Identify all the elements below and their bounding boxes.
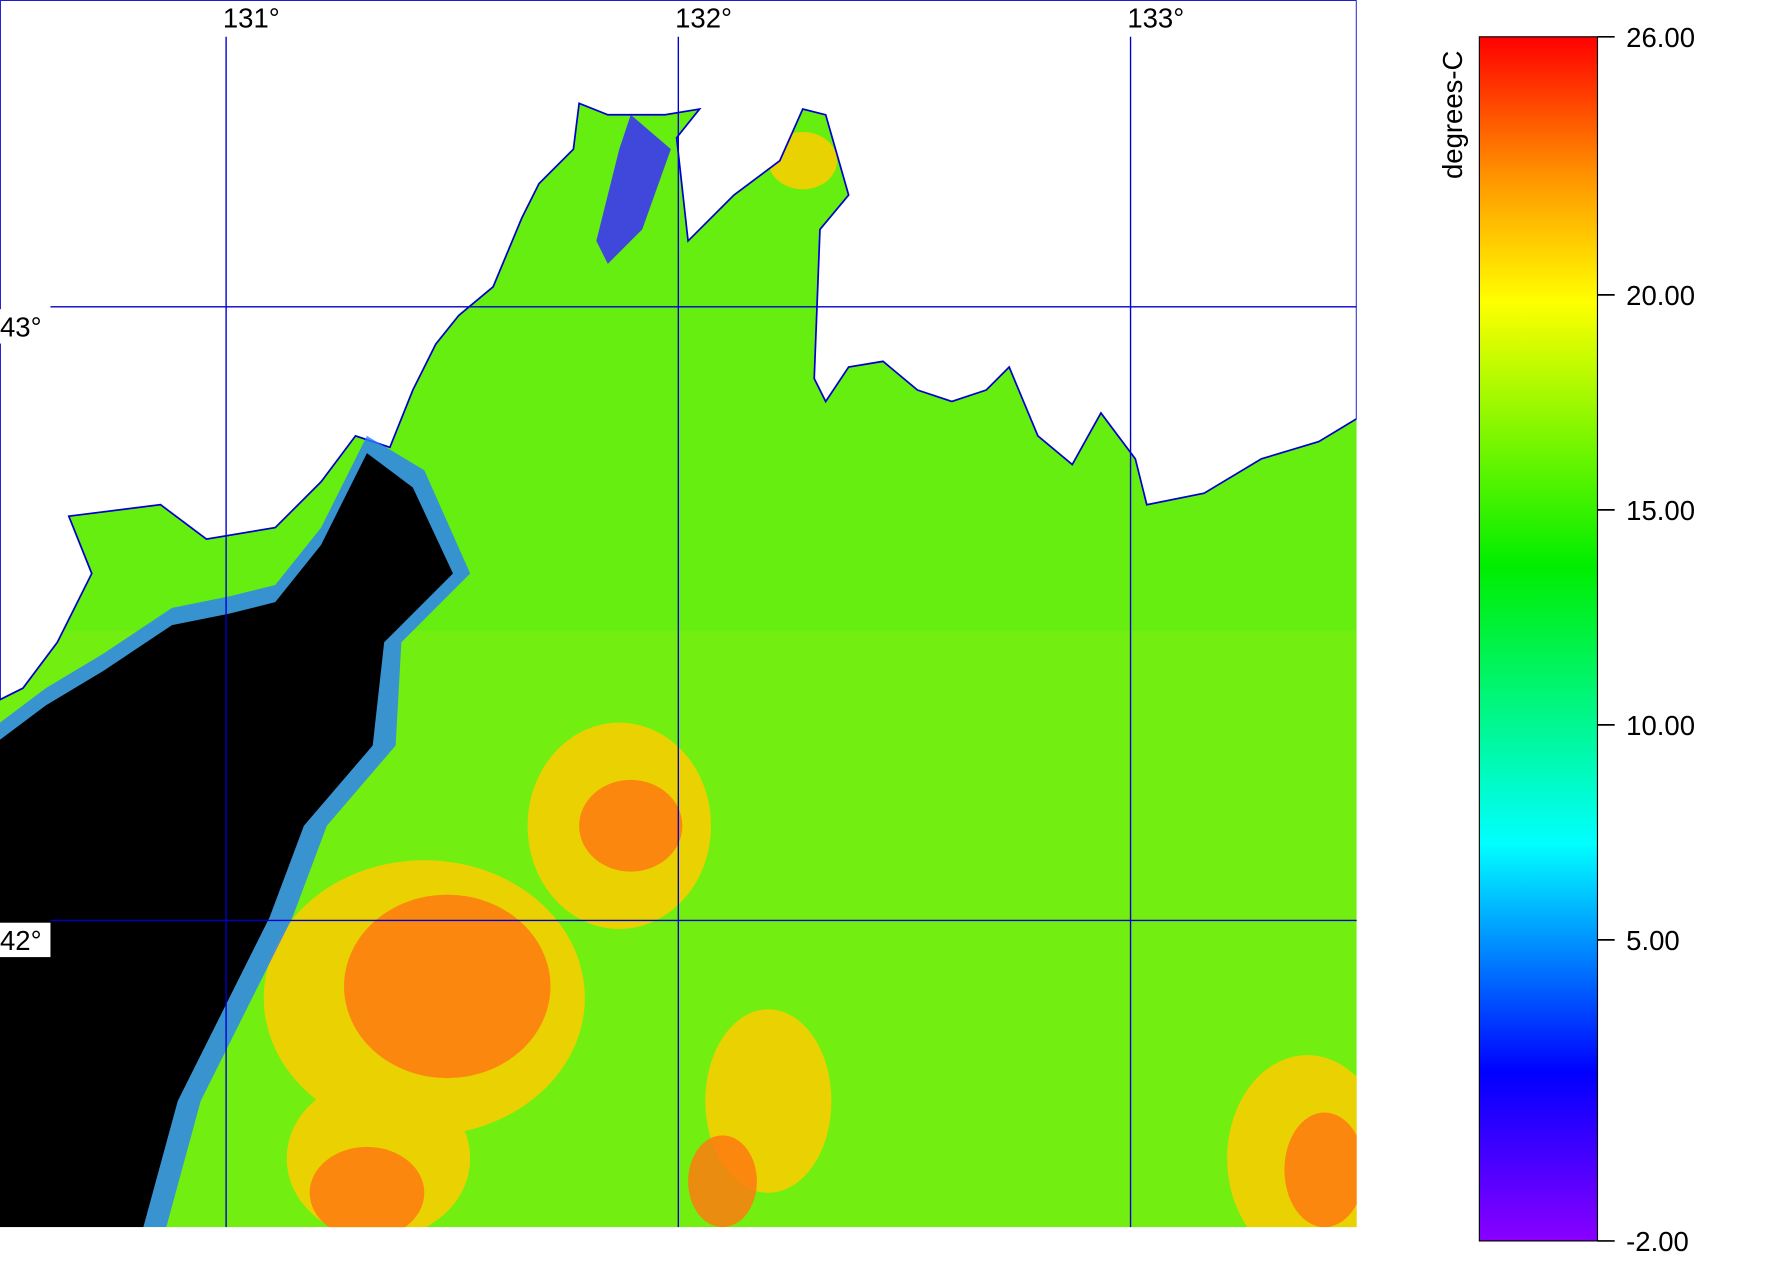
graticule: 131° 132° 133° 43° 42° xyxy=(0,3,1357,1228)
land-north xyxy=(0,0,1357,701)
cold-band xyxy=(596,114,671,264)
lat-label: 43° xyxy=(0,312,42,343)
colorbar-tick-label: -2.00 xyxy=(1626,1226,1689,1257)
colorbar-label: degrees-C xyxy=(1437,51,1468,179)
colorbar-tick-label: 20.00 xyxy=(1626,280,1695,311)
lon-label: 131° xyxy=(223,3,280,34)
colorbar-tick-label: 15.00 xyxy=(1626,495,1695,526)
colorbar-tick-label: 10.00 xyxy=(1626,710,1695,741)
lat-label: 42° xyxy=(0,925,42,956)
hot-patches xyxy=(309,779,1357,1228)
colorbar xyxy=(1478,36,1599,1242)
sst-image xyxy=(0,0,1357,1228)
colorbar-tick-label: 26.00 xyxy=(1626,22,1695,53)
lon-label: 132° xyxy=(675,3,732,34)
lat-label-bg xyxy=(0,309,51,344)
colorbar-ticks: -2.00 5.00 10.00 15.00 20.00 26.00 xyxy=(1597,22,1695,1257)
lon-label: 133° xyxy=(1127,3,1184,34)
lat-label-bg xyxy=(0,922,51,958)
colorbar-tick-label: 5.00 xyxy=(1626,925,1680,956)
